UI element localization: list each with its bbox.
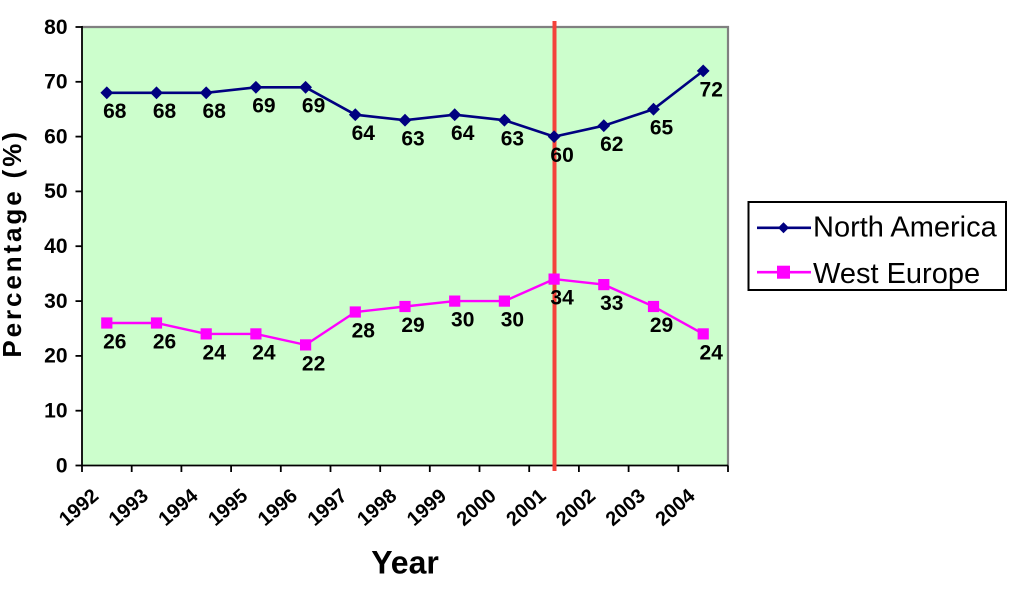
svg-text:26: 26: [103, 330, 126, 353]
svg-text:33: 33: [600, 292, 623, 315]
svg-text:69: 69: [302, 95, 325, 118]
svg-text:10: 10: [44, 400, 67, 423]
svg-text:60: 60: [550, 144, 573, 167]
svg-text:60: 60: [44, 125, 67, 148]
svg-text:West Europe: West Europe: [813, 258, 980, 290]
svg-text:24: 24: [203, 341, 227, 364]
svg-text:68: 68: [203, 100, 227, 123]
svg-text:0: 0: [56, 454, 68, 477]
svg-text:70: 70: [44, 71, 67, 94]
svg-text:80: 80: [44, 16, 67, 39]
svg-text:26: 26: [153, 330, 176, 353]
svg-text:30: 30: [44, 290, 67, 313]
svg-text:68: 68: [103, 100, 127, 123]
svg-text:24: 24: [252, 341, 276, 364]
svg-text:64: 64: [451, 122, 475, 145]
svg-text:Percentage (%): Percentage (%): [0, 129, 27, 357]
svg-text:40: 40: [44, 235, 67, 258]
svg-text:65: 65: [650, 117, 674, 140]
svg-text:North America: North America: [813, 212, 998, 244]
svg-text:64: 64: [352, 122, 376, 145]
svg-text:24: 24: [700, 341, 724, 364]
svg-text:30: 30: [451, 309, 474, 332]
svg-text:72: 72: [700, 78, 723, 101]
svg-text:63: 63: [501, 128, 524, 151]
svg-text:30: 30: [501, 309, 524, 332]
svg-text:63: 63: [401, 128, 424, 151]
svg-text:29: 29: [650, 314, 673, 337]
svg-text:22: 22: [302, 352, 325, 375]
svg-text:69: 69: [252, 95, 275, 118]
svg-text:68: 68: [153, 100, 177, 123]
svg-text:20: 20: [44, 345, 67, 368]
svg-text:50: 50: [44, 180, 67, 203]
svg-text:Year: Year: [371, 545, 439, 581]
svg-text:29: 29: [401, 314, 424, 337]
svg-text:62: 62: [600, 133, 623, 156]
svg-text:34: 34: [550, 287, 574, 310]
svg-text:28: 28: [352, 319, 376, 342]
